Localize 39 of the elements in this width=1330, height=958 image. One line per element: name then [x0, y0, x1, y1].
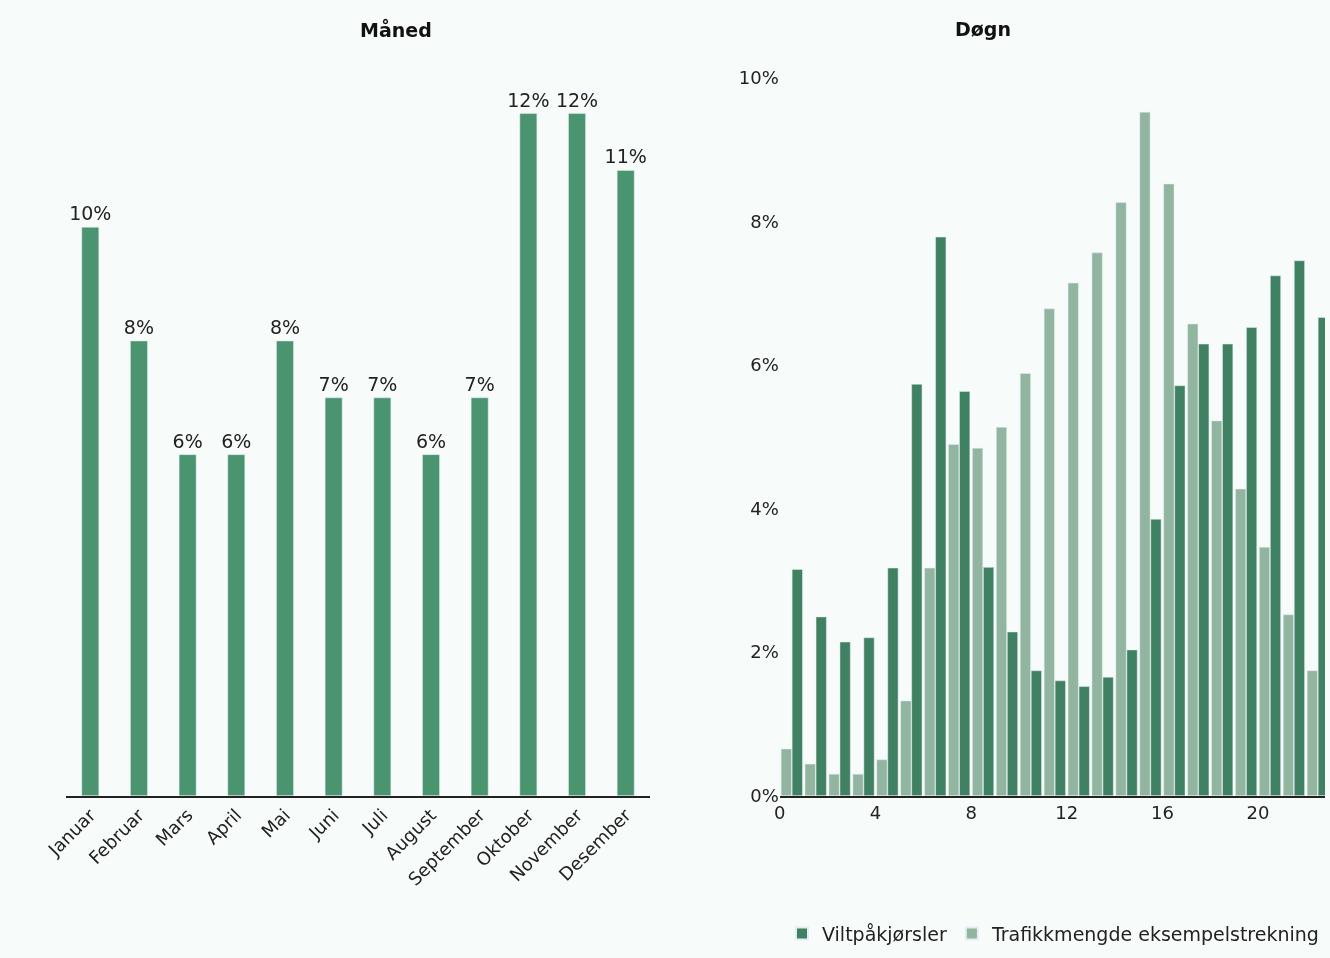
bar [276, 340, 294, 796]
data-label: 7% [464, 372, 495, 395]
data-label: 8% [123, 315, 155, 338]
data-label: 10% [69, 202, 112, 225]
data-label: 8% [269, 315, 301, 338]
y-tick-label: 2% [750, 641, 779, 663]
data-label: 12% [507, 88, 550, 111]
data-label: 6% [221, 429, 252, 452]
legend-label: Viltpåkjørsler [822, 922, 947, 945]
x-tick-label: 4 [869, 802, 882, 824]
bar [373, 397, 392, 796]
bar [178, 454, 197, 796]
y-tick-label: 6% [750, 354, 779, 376]
bar [422, 454, 440, 796]
data-label: 7% [318, 372, 349, 395]
bar [81, 227, 100, 796]
bar [227, 454, 246, 796]
data-label: 11% [604, 145, 647, 168]
bar [470, 397, 489, 796]
bar [616, 170, 635, 796]
data-label: 7% [367, 372, 398, 395]
legend-label: Trafikkmengde eksempelstrekning [990, 922, 1319, 945]
chart-title: Måned [360, 18, 432, 41]
y-tick-label: 10% [738, 66, 779, 88]
bar [519, 113, 538, 796]
y-tick-label: 8% [750, 210, 779, 232]
y-tick-label: 4% [750, 497, 779, 519]
data-label: 12% [555, 88, 599, 111]
x-tick-label: Mai [257, 804, 295, 842]
bar [568, 113, 586, 796]
bar [130, 340, 148, 796]
x-tick-label: 16 [1150, 802, 1174, 824]
x-tick-label: 12 [1055, 802, 1079, 824]
data-label: 6% [415, 429, 447, 452]
x-tick-label: 20 [1246, 802, 1270, 824]
data-label: 6% [172, 429, 203, 452]
chart-title: Døgn [955, 18, 1011, 40]
bar [324, 397, 343, 796]
x-tick-label: 8 [965, 802, 977, 824]
